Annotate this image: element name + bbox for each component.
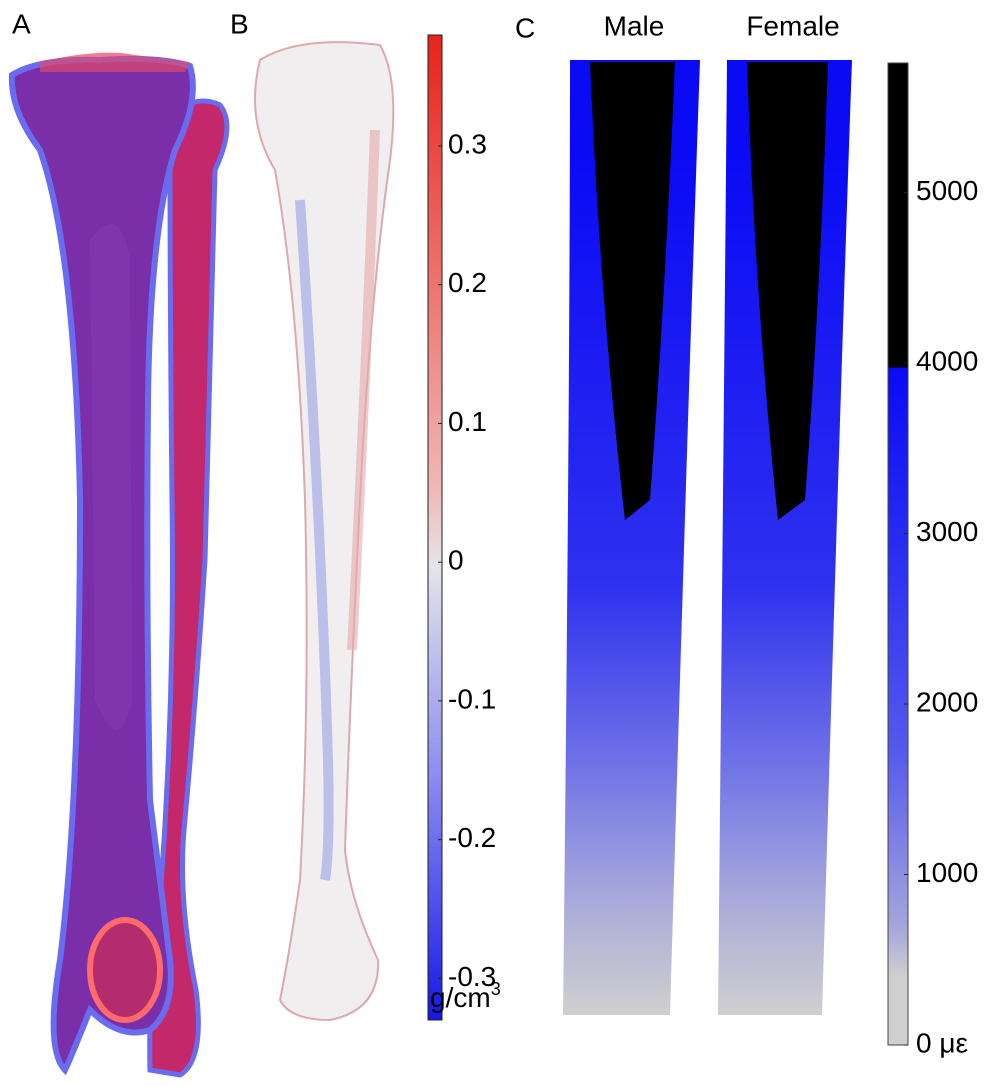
tick-label: 3000: [916, 516, 978, 547]
bone-strain: [718, 60, 852, 1015]
tick-label: 0.3: [448, 128, 487, 159]
tick-label: -0.1: [448, 683, 496, 714]
tick-label: 0.2: [448, 267, 487, 298]
tick-label: 0: [448, 545, 464, 576]
unit: g/cm: [430, 982, 491, 1013]
tick-label: -0.2: [448, 822, 496, 853]
colorbar: [427, 34, 443, 1021]
panel-label: C: [515, 12, 535, 43]
colorbar: [887, 62, 909, 1046]
tick-label: 1000: [916, 857, 978, 888]
bone-density: [254, 41, 395, 1022]
unit-label: g/cm3: [430, 979, 501, 1014]
panel-label: A: [12, 8, 31, 39]
tick-label: -0.3: [448, 961, 496, 992]
tick-label: 4000: [916, 345, 978, 376]
panel-title: Male: [604, 10, 665, 41]
tick-label: 0.1: [448, 406, 487, 437]
tick-label: 0 με: [916, 1027, 968, 1058]
tick-label: 5000: [916, 175, 978, 206]
bone-strain: [563, 60, 700, 1015]
bone-overlay: [8, 52, 230, 1078]
panel-title: Female: [746, 10, 839, 41]
panel-label: B: [230, 8, 249, 39]
unit-sup: 3: [491, 979, 501, 999]
tick-label: 2000: [916, 686, 978, 717]
